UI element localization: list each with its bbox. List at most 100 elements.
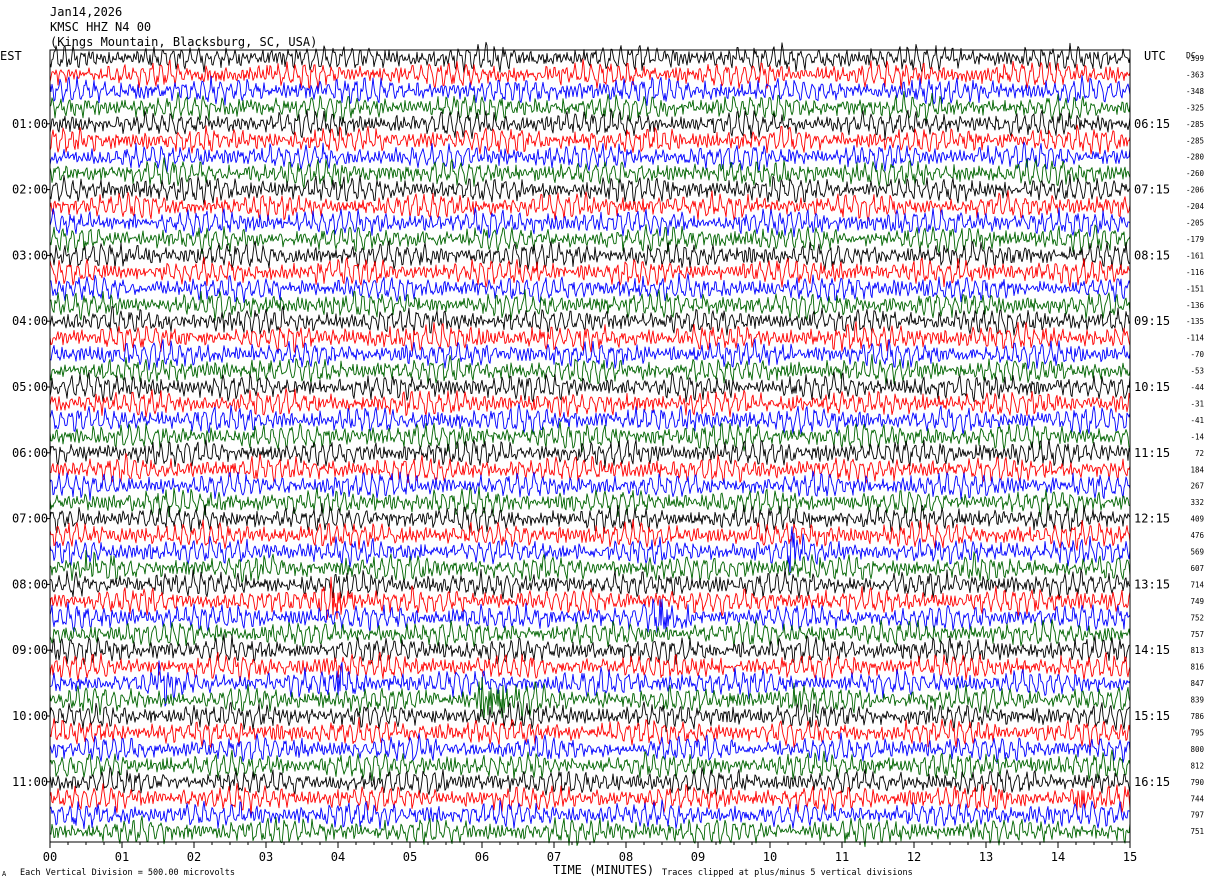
- right-hour-label: 12:15: [1134, 512, 1170, 526]
- dc-offset-label: 812: [1190, 761, 1204, 770]
- dc-offset-label: 816: [1190, 663, 1204, 672]
- dc-offset-label: -206: [1186, 186, 1205, 195]
- dc-offset-label: 184: [1190, 465, 1204, 474]
- dc-offset-label: -205: [1186, 219, 1204, 228]
- seismic-trace: [49, 701, 1131, 733]
- right-hour-label: 14:15: [1134, 643, 1170, 657]
- seismic-trace: [49, 387, 1131, 418]
- left-hour-label: 05:00: [12, 380, 48, 394]
- x-tick-label: 02: [187, 850, 201, 864]
- x-tick-label: 07: [547, 850, 561, 864]
- seismic-trace: [49, 634, 1131, 665]
- footer-mark: A: [2, 870, 7, 878]
- x-tick-label: 15: [1123, 850, 1137, 864]
- seismic-trace: [49, 321, 1131, 354]
- seismic-trace: [49, 240, 1131, 271]
- seismic-trace: [49, 256, 1131, 288]
- dc-offset-label: 332: [1190, 498, 1204, 507]
- left-hour-label: 02:00: [12, 183, 48, 197]
- right-hour-label: 16:15: [1134, 775, 1170, 789]
- left-hour-label: 11:00: [12, 775, 48, 789]
- seismic-trace: [49, 90, 1131, 123]
- seismic-trace: [49, 173, 1131, 206]
- seismic-trace: [49, 289, 1131, 321]
- left-hour-label: 04:00: [12, 314, 48, 328]
- seismic-trace: [49, 550, 1131, 583]
- dc-offset-label: -135: [1186, 317, 1204, 326]
- seismic-trace: [49, 124, 1131, 155]
- x-tick-label: 08: [619, 850, 633, 864]
- dc-offset-label: -70: [1190, 350, 1204, 359]
- dc-offset-label: 751: [1190, 827, 1204, 836]
- x-axis: 00 01 02 03 04 05 06 07 08 09 10 11 12 13 14 15: [43, 842, 1137, 864]
- seismic-trace: [49, 568, 1131, 600]
- dc-offset-label: 847: [1190, 679, 1204, 688]
- x-tick-label: 11: [835, 850, 849, 864]
- seismic-trace: [49, 732, 1131, 764]
- left-hour-label: 07:00: [12, 512, 48, 526]
- dc-offset-label: -14: [1190, 432, 1204, 441]
- seismic-trace: [49, 421, 1131, 453]
- seismic-trace: [49, 782, 1131, 815]
- x-tick-label: 10: [763, 850, 777, 864]
- left-hour-label: 03:00: [12, 248, 48, 262]
- dc-offset-label: 409: [1190, 515, 1204, 524]
- seismic-trace: [49, 766, 1131, 797]
- seismic-trace: [49, 651, 1131, 682]
- seismic-trace: [49, 157, 1131, 189]
- dc-offset-label: -44: [1190, 383, 1204, 392]
- footer-scale-note: Each Vertical Division = 500.00 microvol…: [20, 868, 235, 878]
- seismic-trace: [49, 526, 1131, 575]
- x-tick-label: 03: [259, 850, 273, 864]
- dc-offset-label: -31: [1190, 399, 1204, 408]
- seismic-trace: [49, 576, 1131, 621]
- seismic-trace: [49, 75, 1131, 106]
- seismic-trace: [49, 519, 1131, 551]
- dc-offset-label: -116: [1186, 268, 1205, 277]
- dc-label: DC: [1186, 51, 1196, 60]
- dc-offset-label: -285: [1186, 136, 1204, 145]
- x-tick-label: 12: [907, 850, 921, 864]
- chart-title-station: KMSC HHZ N4 00: [50, 20, 151, 34]
- seismic-trace: [49, 438, 1131, 468]
- seismic-trace: [49, 190, 1131, 222]
- chart-title-date: Jan14,2026: [50, 5, 122, 19]
- dc-offset-label: -204: [1186, 202, 1205, 211]
- right-hour-label: 15:15: [1134, 709, 1170, 723]
- x-tick-label: 14: [1051, 850, 1065, 864]
- seismic-trace: [49, 272, 1131, 304]
- left-hour-label: 10:00: [12, 709, 48, 723]
- seismic-trace: [49, 815, 1131, 848]
- trace-group: [49, 41, 1131, 848]
- dc-offset-label: -179: [1186, 235, 1204, 244]
- dc-offset-label: 790: [1190, 778, 1204, 787]
- right-hour-label: 10:15: [1134, 380, 1170, 394]
- left-hour-label: 06:00: [12, 446, 48, 460]
- dc-offset-label: -114: [1186, 334, 1205, 343]
- right-hour-label: 11:15: [1134, 446, 1170, 460]
- seismic-trace: [49, 403, 1131, 436]
- right-hour-label: 06:15: [1134, 117, 1170, 131]
- seismic-trace: [49, 717, 1131, 749]
- dc-offset-label: -161: [1186, 251, 1204, 260]
- dc-offset-label: 813: [1190, 646, 1204, 655]
- dc-offset-label: -280: [1186, 153, 1205, 162]
- dc-offset-label: -363: [1186, 70, 1204, 79]
- dc-offset-label: 72: [1195, 449, 1204, 458]
- seismic-trace: [49, 677, 1131, 722]
- dc-offset-label: -285: [1186, 120, 1204, 129]
- dc-offset-label: 714: [1190, 580, 1204, 589]
- x-tick-label: 05: [403, 850, 417, 864]
- dc-offset-label: 800: [1190, 745, 1204, 754]
- seismic-trace: [49, 41, 1131, 74]
- x-tick-label: 06: [475, 850, 489, 864]
- dc-offset-label: -325: [1186, 103, 1204, 112]
- dc-offset-label: -136: [1186, 301, 1205, 310]
- right-hour-label: 07:15: [1134, 183, 1170, 197]
- dc-offset-label: 757: [1190, 630, 1204, 639]
- seismic-trace: [49, 354, 1131, 387]
- x-tick-label: 04: [331, 850, 345, 864]
- dc-offset-label: 752: [1190, 613, 1204, 622]
- left-hour-label: 09:00: [12, 643, 48, 657]
- seismic-trace: [49, 598, 1131, 633]
